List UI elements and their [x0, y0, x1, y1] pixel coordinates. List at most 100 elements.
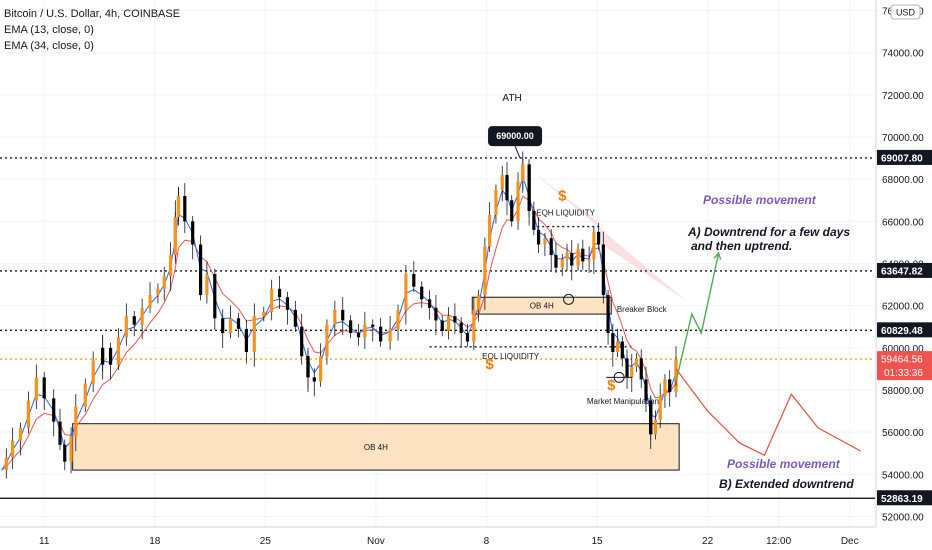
time-tick-label: 18	[149, 536, 161, 547]
scenario-b-path	[675, 368, 862, 457]
candle-body	[101, 347, 105, 365]
candle-body	[277, 288, 282, 298]
currency-badge	[890, 4, 921, 20]
time-tick-label: Dec	[841, 536, 859, 547]
possible-movement-a-label: Possible movement	[703, 193, 817, 207]
dollar-mark: $	[485, 356, 494, 373]
order-block-label: OB 4H	[364, 443, 388, 452]
price-tick-label: 68000.00	[882, 175, 924, 186]
time-tick-label: 15	[591, 536, 603, 547]
candle-body	[42, 377, 46, 399]
swing-high-circle	[563, 293, 575, 305]
candle-body	[333, 309, 337, 325]
time-tick-label: 25	[260, 536, 272, 547]
price-tick-label: 60000.00	[882, 344, 924, 355]
chart-legend: Bitcoin / U.S. Dollar, 4h, COINBASE EMA …	[4, 6, 180, 54]
candle-body	[581, 248, 585, 262]
price-tick-label: 72000.00	[882, 91, 924, 102]
candle-body	[434, 307, 438, 321]
candle-body	[325, 324, 329, 357]
candle-body	[625, 358, 629, 378]
market-manipulation-label: Market Manipulation	[587, 397, 659, 406]
candle-body	[132, 316, 136, 325]
candle-body	[244, 328, 248, 353]
level-price-tag-label: 63647.82	[881, 266, 923, 277]
candle-body	[252, 316, 256, 353]
candle-body	[516, 181, 520, 222]
time-tick-label: 22	[702, 536, 714, 547]
possible-movement-b-label: Possible movement	[727, 457, 841, 471]
candle-body	[560, 259, 564, 268]
candle-body	[630, 366, 634, 378]
candle-body	[228, 318, 233, 334]
candle-body	[162, 276, 166, 289]
candle-body	[565, 252, 569, 260]
chart-title: Bitcoin / U.S. Dollar, 4h, COINBASE	[4, 8, 181, 20]
scenario-a-arrowhead	[713, 251, 722, 260]
candle-body	[26, 400, 31, 428]
candle-body	[306, 356, 310, 378]
candle-body	[312, 377, 316, 382]
candle-body	[356, 333, 361, 338]
time-tick-label: 11	[39, 536, 50, 547]
level-price-tag	[877, 322, 932, 338]
candle-body	[4, 457, 8, 471]
level-price-tag-label: 60829.48	[881, 326, 923, 337]
candle-body	[587, 259, 591, 262]
eql-liquidity-label: EQL LIQUIDITY	[482, 352, 540, 361]
candle-body	[74, 406, 78, 437]
candle-body	[11, 440, 15, 458]
candle-body	[488, 215, 492, 247]
price-tick-label: 66000.00	[882, 217, 924, 228]
scenario-b-description: B) Extended downtrend	[719, 477, 854, 491]
candle-body	[116, 337, 121, 365]
candle-body	[176, 196, 181, 218]
candle-body	[270, 288, 274, 312]
level-price-tag	[877, 490, 932, 506]
ema34-legend: EMA (34, close, 0)	[4, 40, 94, 52]
candle-body	[527, 164, 531, 211]
candle-body	[592, 231, 596, 260]
price-tick-label: 54000.00	[882, 470, 924, 481]
candle-body	[148, 295, 152, 308]
scenario-a-description-2: and then uptrend.	[691, 239, 792, 253]
candle-body	[349, 320, 353, 334]
candle-body	[536, 229, 541, 245]
candle-body	[649, 400, 653, 435]
last-price-tag	[877, 351, 932, 381]
candle-body	[319, 356, 323, 382]
candle-body	[285, 297, 290, 310]
candle-body	[639, 358, 643, 380]
level-price-tag	[877, 262, 932, 278]
level-price-tag-label: 69007.80	[881, 153, 923, 164]
candle-body	[428, 299, 432, 308]
candle-body	[221, 318, 225, 334]
price-tick-label: 58000.00	[882, 386, 924, 397]
ath-pointer	[514, 145, 521, 159]
time-tick-label: 8	[484, 536, 490, 547]
candle-body	[236, 318, 241, 329]
ema13-legend: EMA (13, close, 0)	[4, 24, 94, 36]
candle-body	[615, 341, 620, 353]
price-tick-label: 62000.00	[882, 302, 924, 313]
price-tick-label: 70000.00	[882, 133, 924, 144]
bar-countdown-label: 01:33:36	[884, 368, 923, 379]
candle-body	[459, 322, 463, 334]
candle-body	[570, 252, 574, 266]
candle-body	[440, 320, 444, 331]
candle-body	[108, 347, 113, 365]
candle-body	[300, 326, 304, 357]
candle-body	[363, 324, 367, 338]
candle-body	[168, 255, 173, 277]
candle-body	[500, 174, 504, 190]
candle-body	[483, 246, 487, 296]
candle-body	[554, 255, 558, 268]
pattern-triangle	[529, 168, 688, 302]
candle-body	[69, 436, 73, 462]
dollar-mark: $	[607, 377, 616, 394]
candle-body	[634, 358, 639, 367]
candle-body	[191, 221, 195, 245]
candle-body	[213, 274, 217, 319]
